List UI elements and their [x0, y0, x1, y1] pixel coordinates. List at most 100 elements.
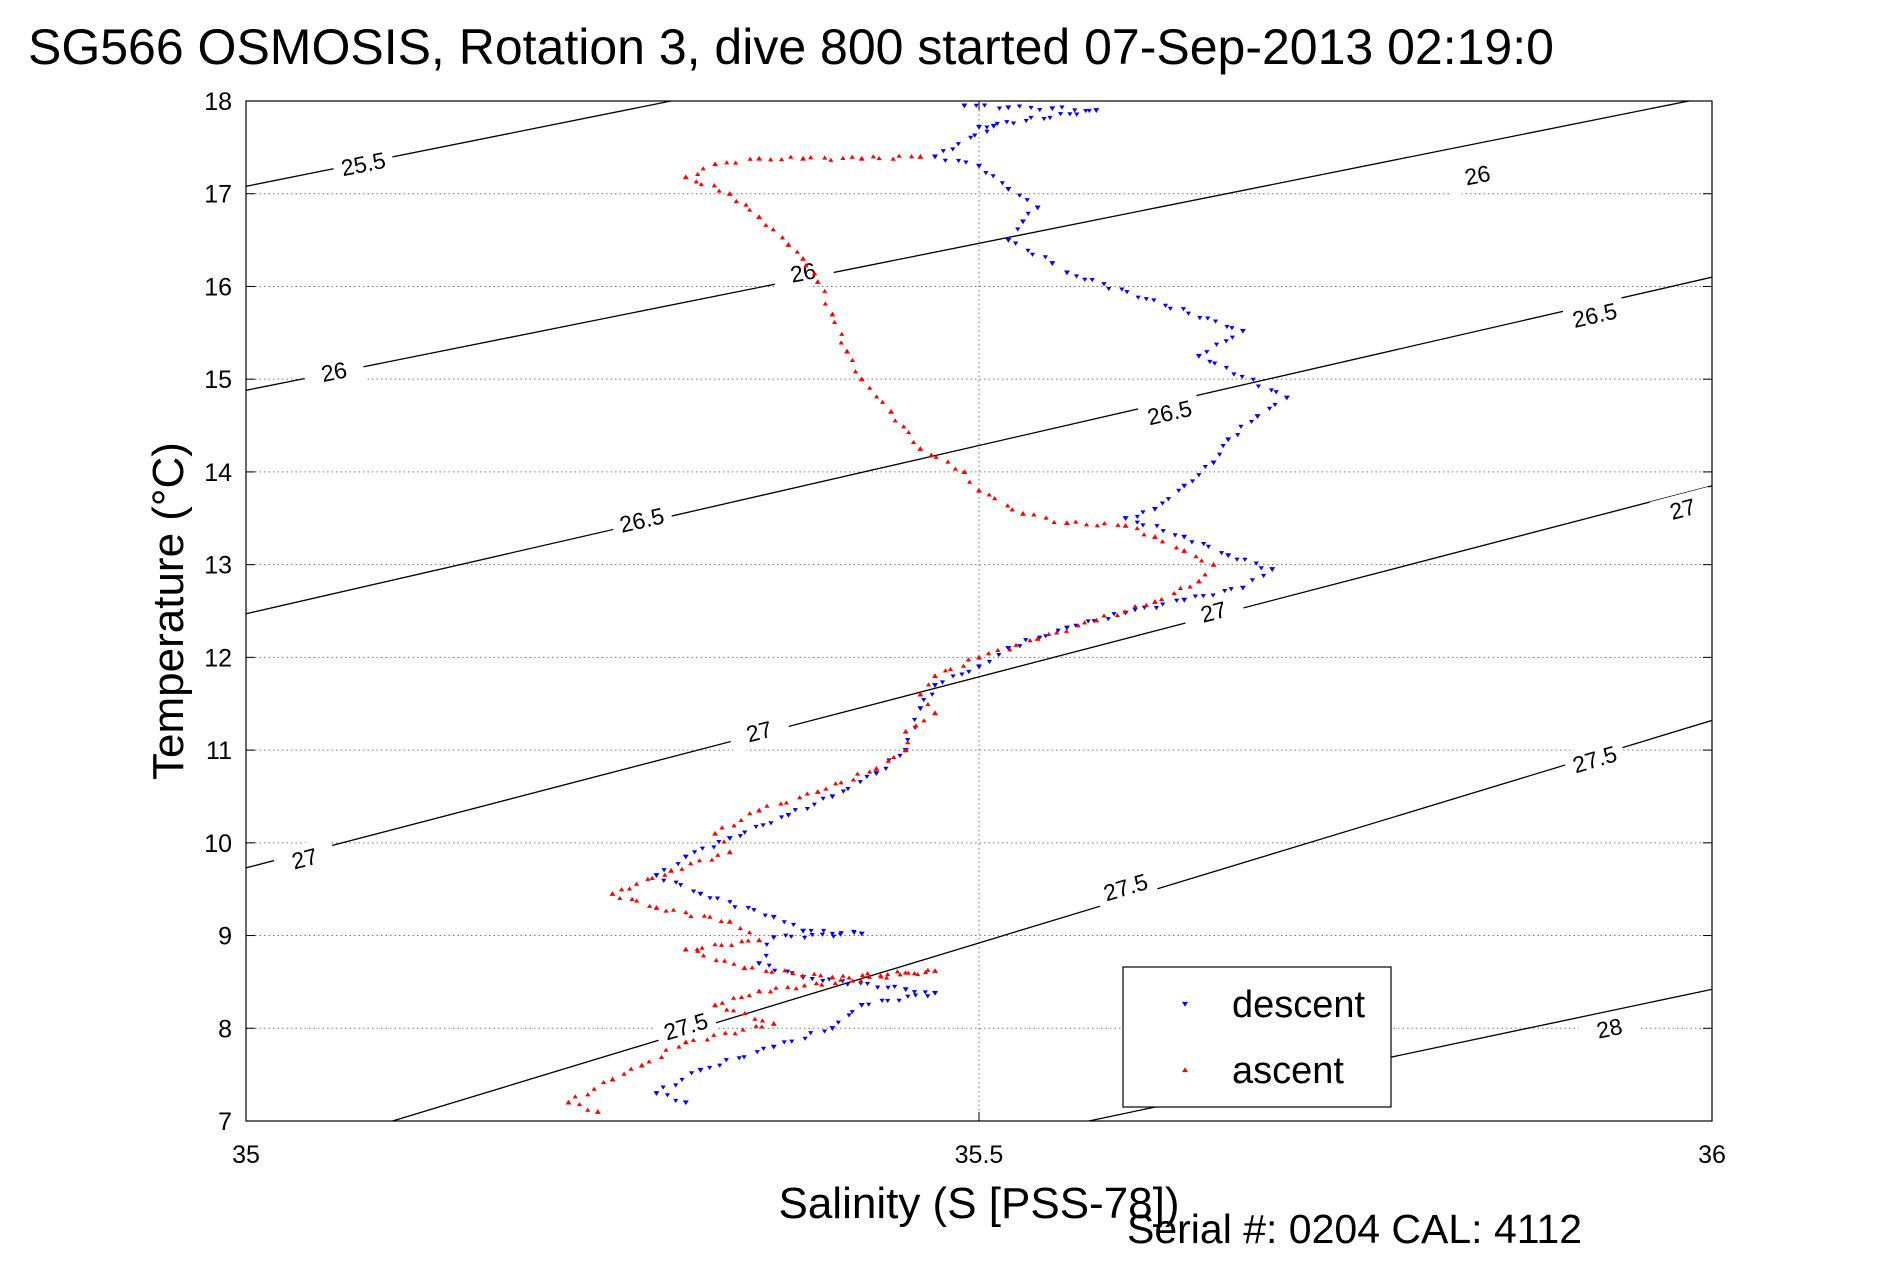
descent-point: [845, 786, 851, 792]
ascent-point: [1007, 647, 1013, 652]
ascent-point: [925, 967, 931, 972]
ascent-point: [839, 331, 845, 336]
descent-point: [760, 1046, 767, 1051]
ascent-point: [1013, 642, 1019, 647]
descent-point: [1023, 638, 1029, 643]
descent-point: [982, 103, 988, 108]
descent-point: [1195, 353, 1202, 359]
ascent-point: [1114, 612, 1120, 618]
ascent-point: [649, 875, 655, 880]
descent-point: [723, 1058, 729, 1063]
ascent-point: [719, 825, 725, 830]
descent-point: [1017, 644, 1023, 649]
descent-point: [661, 878, 667, 883]
ascent-point: [733, 160, 739, 165]
descent-point: [955, 158, 962, 164]
descent-point: [682, 854, 689, 860]
descent-point: [1176, 488, 1182, 493]
descent-point: [745, 906, 751, 911]
ascent-point: [985, 651, 992, 656]
descent-point: [783, 933, 789, 938]
ascent-point: [601, 1079, 607, 1085]
ascent-point: [756, 807, 763, 813]
ascent-point: [925, 682, 932, 687]
descent-point: [1242, 557, 1248, 562]
ascent-point: [803, 263, 809, 268]
ascent-point: [788, 154, 794, 159]
descent-point: [697, 1067, 704, 1073]
descent-point: [756, 961, 763, 967]
contour-label-bg: [1562, 293, 1628, 337]
descent-point: [892, 984, 898, 989]
contour-label: 26: [1462, 160, 1492, 191]
descent-point: [999, 181, 1005, 186]
ascent-point: [716, 188, 722, 193]
descent-point: [1023, 118, 1029, 124]
descent-point: [1111, 612, 1117, 617]
ascent-point: [878, 974, 884, 979]
descent-point: [1268, 388, 1275, 393]
descent-point: [932, 154, 939, 160]
ascent-point: [840, 155, 846, 161]
descent-point: [716, 839, 722, 845]
descent-point: [1067, 112, 1073, 117]
descent-point: [1205, 544, 1212, 549]
descent-point: [976, 163, 982, 169]
descent-point: [961, 103, 968, 109]
ascent-point: [747, 156, 753, 161]
ascent-point: [712, 1002, 719, 1008]
descent-point: [1047, 115, 1053, 121]
ascent-point: [876, 155, 882, 161]
ascent-point: [585, 1107, 591, 1112]
ascent-point: [906, 430, 912, 435]
descent-point: [849, 1010, 855, 1015]
contour-label-bg: [726, 709, 792, 754]
ascent-point: [745, 938, 751, 943]
ascent-point: [808, 155, 814, 160]
ascent-point: [707, 914, 713, 919]
descent-point: [808, 928, 814, 934]
ascent-point: [896, 153, 902, 158]
descent-point: [785, 812, 792, 818]
ascent-point: [928, 452, 934, 457]
contour-label-bg: [1649, 486, 1712, 532]
descent-point: [858, 981, 864, 986]
descent-point: [1210, 593, 1216, 598]
contour-line: [246, 101, 1693, 391]
contour-label: 27: [289, 843, 320, 875]
ascent-point: [633, 881, 640, 886]
contour-label-bg: [609, 498, 675, 542]
ascent-point: [850, 978, 856, 983]
descent-point: [866, 1002, 872, 1007]
ascent-point: [647, 903, 653, 908]
ascent-point: [719, 1000, 725, 1005]
ascent-point: [933, 454, 939, 459]
ascent-point: [778, 156, 785, 162]
descent-point: [1167, 306, 1173, 311]
density-contours: 25.526262626.526.526.52727272727.527.527…: [246, 101, 1712, 1121]
descent-point: [1204, 350, 1210, 355]
descent-point: [972, 133, 978, 138]
descent-point: [966, 669, 972, 675]
descent-point: [1122, 516, 1129, 521]
descent-point: [990, 174, 996, 179]
ascent-point: [838, 977, 844, 982]
ascent-point: [811, 270, 818, 276]
ascent-point: [591, 1086, 597, 1091]
contour-label: 26: [788, 257, 818, 288]
descent-point: [1005, 237, 1012, 243]
ascent-point: [1143, 602, 1149, 607]
descent-point: [1028, 105, 1034, 111]
descent-point: [764, 942, 770, 947]
descent-point: [1172, 533, 1178, 538]
ascent-point: [831, 319, 838, 324]
ascent-point: [917, 691, 924, 697]
descent-point: [802, 1036, 808, 1041]
ascent-point: [840, 973, 846, 978]
descent-point: [811, 802, 817, 807]
descent-point: [846, 1013, 852, 1018]
ascent-point: [1151, 599, 1158, 604]
descent-point: [1205, 316, 1211, 321]
descent-point: [976, 124, 982, 130]
descent-point: [660, 1085, 666, 1090]
